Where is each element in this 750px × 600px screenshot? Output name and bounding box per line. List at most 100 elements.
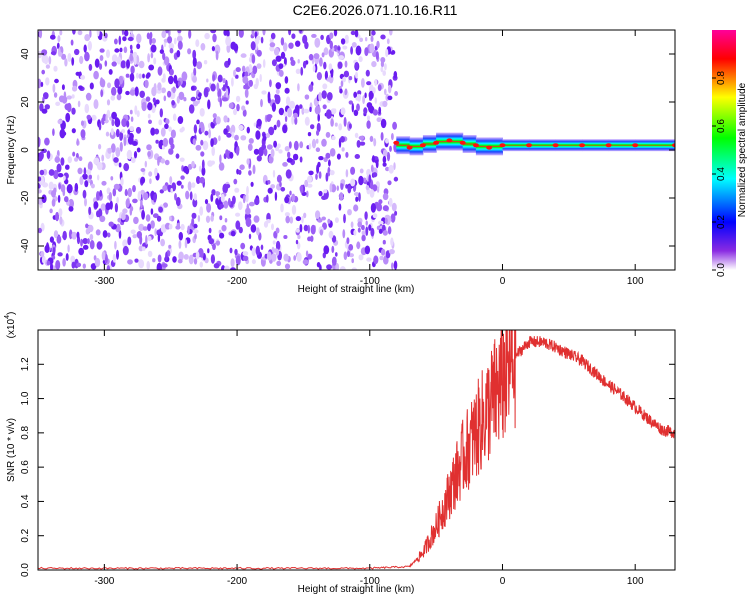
noise-speckle: [275, 227, 280, 234]
noise-speckle: [316, 72, 322, 81]
noise-speckle: [101, 251, 106, 261]
noise-speckle: [371, 30, 376, 36]
noise-speckle: [277, 143, 281, 149]
noise-speckle: [297, 83, 300, 92]
noise-speckle: [256, 35, 261, 41]
noise-speckle: [157, 233, 161, 243]
noise-speckle: [273, 140, 277, 148]
noise-speckle: [378, 199, 383, 205]
noise-speckle: [62, 258, 66, 267]
noise-speckle: [338, 55, 345, 60]
noise-speckle: [276, 119, 281, 128]
noise-speckle: [93, 201, 99, 209]
noise-speckle: [188, 30, 192, 39]
noise-speckle: [323, 47, 329, 56]
colorbar-tick-label: 0.2: [716, 215, 727, 229]
noise-speckle: [127, 135, 134, 145]
noise-speckle: [145, 73, 150, 79]
noise-speckle: [129, 207, 133, 216]
noise-speckle: [299, 223, 303, 233]
noise-speckle: [58, 208, 63, 217]
noise-speckle: [205, 215, 211, 223]
trace-segment: [396, 136, 411, 155]
noise-speckle: [114, 48, 120, 53]
x-tick-label: -100: [360, 276, 380, 287]
noise-speckle: [171, 100, 176, 106]
noise-speckle: [175, 225, 181, 230]
noise-speckle: [228, 197, 231, 206]
noise-speckle: [382, 239, 386, 245]
noise-speckle: [67, 53, 72, 62]
noise-speckle: [358, 254, 364, 261]
noise-speckle: [147, 102, 153, 111]
noise-speckle: [148, 64, 155, 71]
noise-speckle: [61, 53, 67, 60]
noise-speckle: [299, 156, 303, 163]
noise-speckle: [125, 198, 130, 208]
noise-speckle: [133, 151, 138, 159]
noise-speckle: [284, 196, 290, 204]
noise-speckle: [246, 203, 250, 213]
noise-speckle: [380, 60, 384, 68]
noise-speckle: [350, 221, 354, 228]
noise-speckle: [99, 190, 103, 197]
noise-speckle: [96, 191, 100, 201]
noise-speckle: [394, 91, 398, 96]
noise-speckle: [165, 251, 168, 262]
y-tick-label: 1.0: [20, 391, 31, 405]
noise-speckle: [274, 191, 278, 201]
noise-speckle: [289, 100, 295, 109]
noise-speckle: [78, 85, 83, 90]
noise-speckle: [168, 148, 174, 155]
colorbar-ticks: 0.0 0.2 0.4 0.6 0.8: [712, 71, 727, 277]
noise-speckle: [297, 234, 301, 240]
trace-segment: [608, 139, 636, 152]
trace-peak-point: [672, 143, 675, 148]
noise-speckle: [210, 215, 214, 222]
x-tick-label: 100: [627, 576, 644, 587]
noise-speckle: [284, 115, 288, 123]
noise-speckle: [169, 176, 173, 185]
noise-speckle: [242, 255, 249, 261]
noise-speckle: [214, 191, 221, 196]
noise-speckle: [116, 196, 119, 204]
noise-speckle: [256, 49, 262, 57]
noise-speckle: [337, 61, 343, 69]
noise-speckle: [333, 45, 338, 52]
noise-speckle: [278, 69, 284, 77]
snr-multiplier-base: (x10: [6, 318, 17, 338]
noise-speckle: [295, 68, 301, 75]
noise-speckle: [321, 195, 327, 200]
noise-speckle: [150, 220, 155, 229]
noise-speckle: [178, 91, 185, 101]
noise-speckle: [217, 88, 222, 99]
noise-speckle: [142, 73, 145, 79]
noise-speckle: [267, 180, 271, 185]
noise-speckle: [195, 144, 202, 151]
noise-speckle: [51, 190, 56, 198]
y-tick-label: 0.8: [20, 425, 31, 439]
trace-peak-point: [579, 143, 586, 148]
noise-speckle: [283, 111, 288, 117]
noise-speckle: [188, 104, 195, 114]
noise-speckle: [361, 230, 365, 236]
noise-speckle: [192, 198, 198, 208]
noise-speckle: [77, 30, 83, 36]
noise-speckle: [223, 30, 228, 36]
noise-speckle: [282, 124, 288, 134]
noise-speckle: [108, 69, 113, 75]
noise-speckle: [366, 257, 372, 262]
noise-speckle: [384, 63, 387, 71]
noise-speckle: [280, 51, 286, 60]
noise-speckle: [194, 233, 197, 240]
noise-speckle: [193, 193, 197, 201]
noise-speckle: [271, 59, 277, 67]
noise-speckle: [55, 260, 61, 270]
noise-speckle: [89, 240, 95, 250]
noise-speckle: [152, 97, 156, 103]
snr-multiplier-exponent: 4: [4, 315, 11, 319]
noise-speckle: [305, 250, 309, 257]
noise-speckle: [68, 198, 74, 209]
noise-speckle: [325, 131, 331, 138]
noise-speckle: [317, 114, 321, 122]
